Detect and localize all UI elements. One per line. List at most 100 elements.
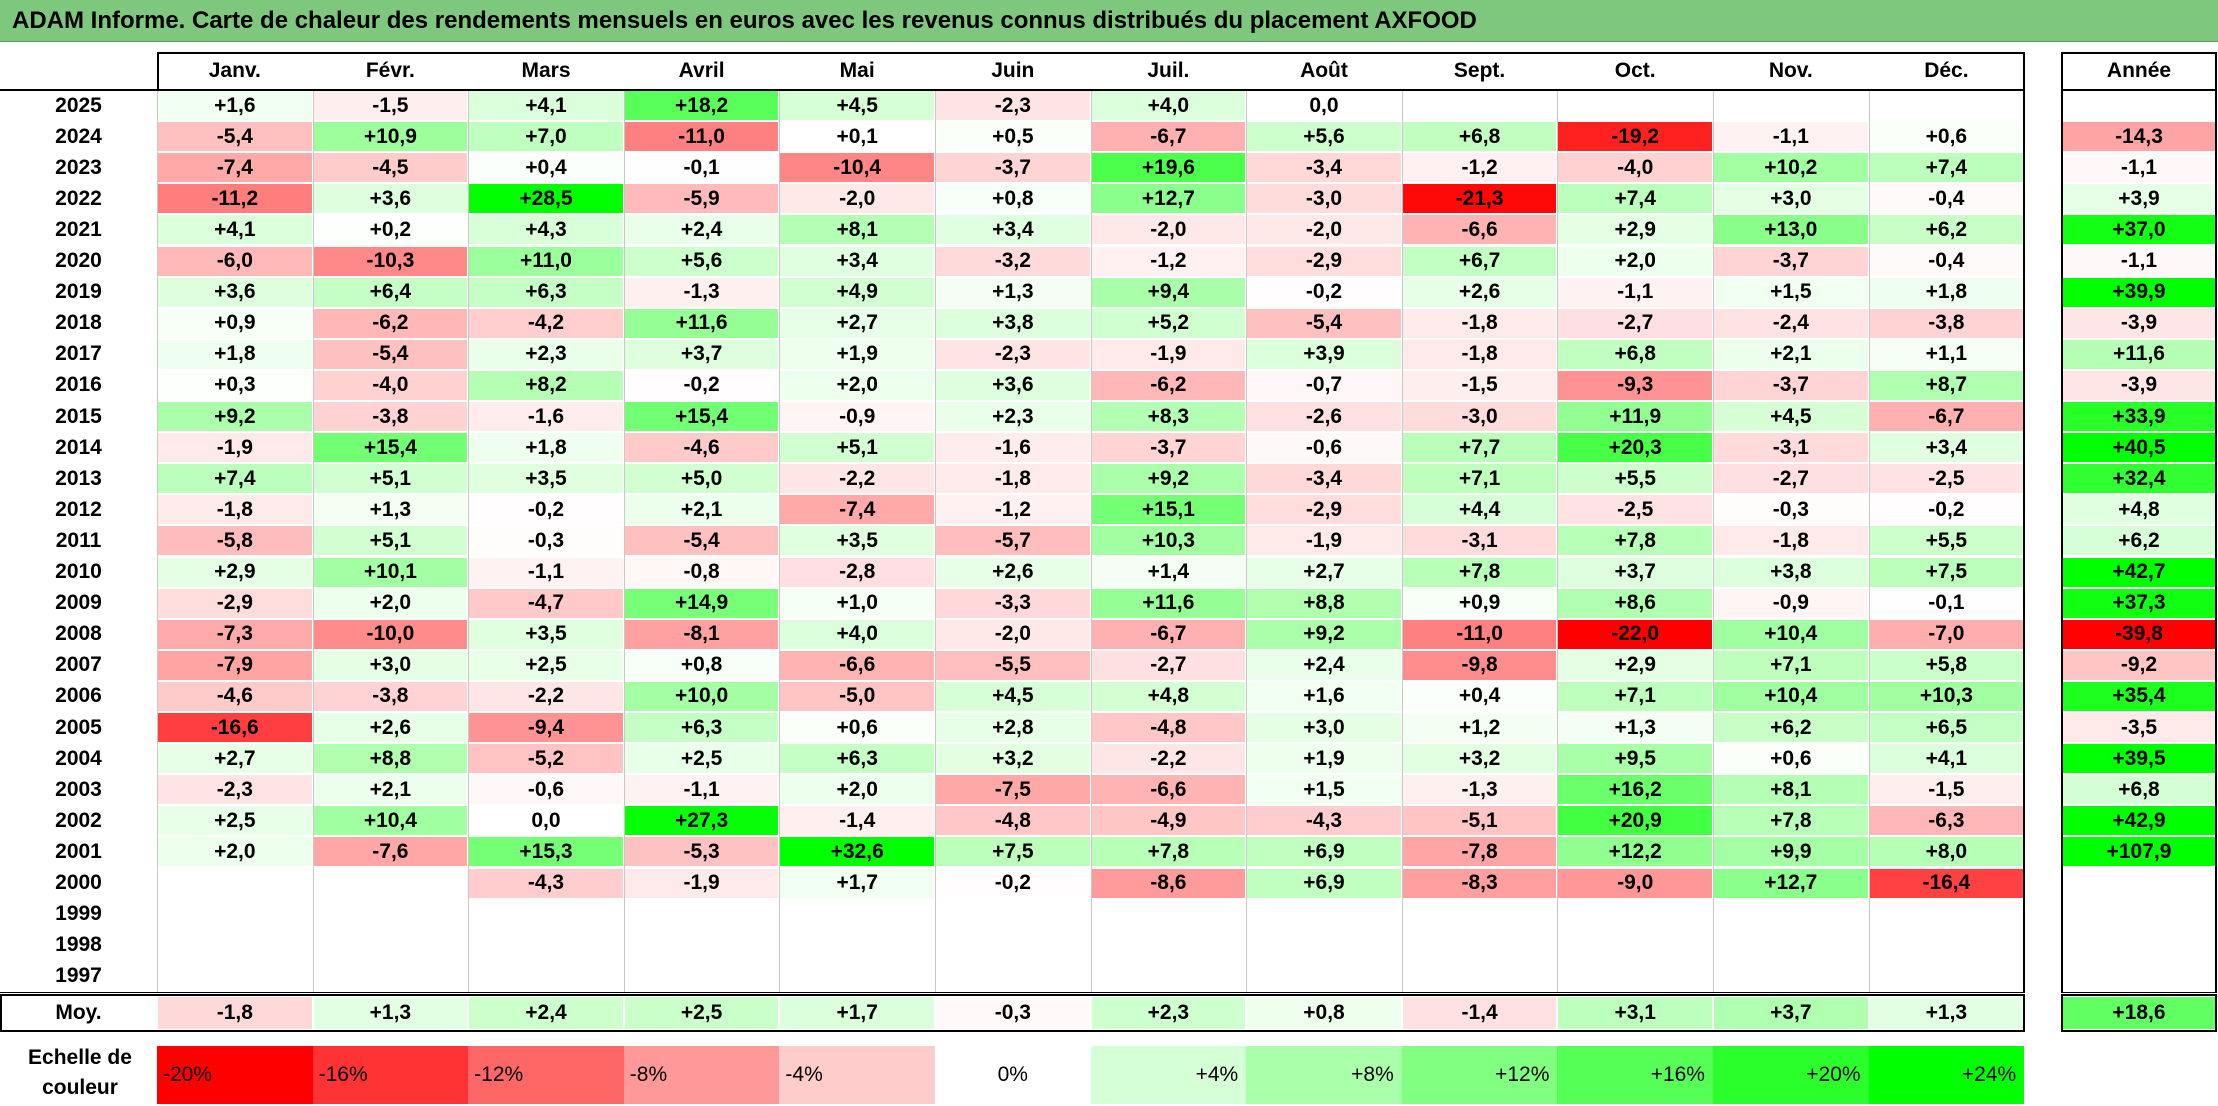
column-header: Juil. xyxy=(1147,59,1190,82)
heatmap-cell: +11,9 xyxy=(1558,402,1712,432)
heatmap-cell: +4,0 xyxy=(1091,91,1246,121)
heatmap-cell: -7,8 xyxy=(1402,837,1557,867)
average-cell: -0,3 xyxy=(936,997,1090,1029)
average-cell: +3,7 xyxy=(1714,997,1868,1029)
heatmap-cell: -1,9 xyxy=(1247,526,1401,556)
heatmap-cell: +4,1 xyxy=(158,215,312,245)
heatmap-cell: +6,4 xyxy=(313,277,468,307)
heatmap-cell: +2,8 xyxy=(936,713,1090,743)
heatmap-cell: -1,1 xyxy=(1558,277,1712,307)
heatmap-cell: -7,9 xyxy=(158,650,312,680)
row-year-label: 2020 xyxy=(55,249,102,273)
row-year-label: 2014 xyxy=(55,435,102,459)
heatmap-cell xyxy=(313,930,468,960)
average-cell: -1,4 xyxy=(1402,997,1557,1029)
heatmap-cell: +9,2 xyxy=(158,402,312,432)
heatmap-cell: +3,0 xyxy=(1247,713,1401,743)
heatmap-cell: +8,1 xyxy=(780,215,934,245)
heatmap-cell: +6,9 xyxy=(1247,868,1401,898)
annual-cell: -9,2 xyxy=(2062,650,2216,680)
average-cell: +2,4 xyxy=(469,997,623,1029)
heatmap-cell: -10,0 xyxy=(313,619,468,649)
heatmap-cell xyxy=(1714,930,1868,960)
grid-line xyxy=(2061,52,2217,54)
grid-line xyxy=(1246,90,1248,992)
heatmap-cell: +1,6 xyxy=(158,91,312,121)
heatmap-cell: -3,7 xyxy=(936,153,1090,183)
heatmap-cell xyxy=(1091,899,1246,929)
heatmap-cell: -5,5 xyxy=(936,650,1090,680)
heatmap-cell xyxy=(158,930,312,960)
color-scale-step: +24% xyxy=(1868,1046,2025,1104)
heatmap-cell xyxy=(158,868,312,898)
heatmap-cell: -2,0 xyxy=(780,184,934,214)
heatmap-cell: -2,0 xyxy=(936,619,1090,649)
heatmap-cell xyxy=(1402,930,1557,960)
heatmap-cell: +10,4 xyxy=(1714,681,1868,711)
grid-line xyxy=(1090,90,1092,992)
heatmap-cell: +0,4 xyxy=(1402,681,1557,711)
heatmap-cell xyxy=(469,930,623,960)
heatmap-cell: -2,8 xyxy=(780,557,934,587)
heatmap-cell: +3,6 xyxy=(158,277,312,307)
heatmap-cell: +1,5 xyxy=(1247,775,1401,805)
heatmap-cell: +5,5 xyxy=(1869,526,2024,556)
row-year-label: 2016 xyxy=(55,373,102,397)
average-cell: -1,8 xyxy=(158,997,312,1029)
heatmap-cell: +10,9 xyxy=(313,122,468,152)
heatmap-cell: +3,4 xyxy=(1869,433,2024,463)
heatmap-cell: -1,5 xyxy=(313,91,468,121)
annual-cell: +42,7 xyxy=(2062,557,2216,587)
heatmap-cell: +4,5 xyxy=(780,91,934,121)
heatmap-cell: +2,0 xyxy=(158,837,312,867)
heatmap-cell: +8,3 xyxy=(1091,402,1246,432)
heatmap-cell: -1,8 xyxy=(158,495,312,525)
heatmap-cell xyxy=(1558,899,1712,929)
heatmap-cell xyxy=(158,961,312,991)
color-scale-step: 0% xyxy=(935,1046,1091,1104)
heatmap-cell xyxy=(313,868,468,898)
heatmap-cell: -2,9 xyxy=(158,588,312,618)
heatmap-cell: +1,9 xyxy=(780,339,934,369)
heatmap-cell: +10,2 xyxy=(1714,153,1868,183)
heatmap-cell: +7,4 xyxy=(1869,153,2024,183)
heatmap-cell: +8,0 xyxy=(1869,837,2024,867)
row-year-label: 2024 xyxy=(55,124,102,148)
grid-line xyxy=(312,90,314,992)
row-year-label: 1999 xyxy=(55,902,102,926)
heatmap-cell: -19,2 xyxy=(1558,122,1712,152)
heatmap-cell: +3,7 xyxy=(1558,557,1712,587)
heatmap-cell: -5,4 xyxy=(158,122,312,152)
heatmap-cell xyxy=(624,961,779,991)
heatmap-cell: -11,2 xyxy=(158,184,312,214)
heatmap-cell: -3,1 xyxy=(1714,433,1868,463)
heatmap-cell: -0,4 xyxy=(1869,246,2024,276)
heatmap-cell: +2,3 xyxy=(469,339,623,369)
heatmap-cell: +7,1 xyxy=(1714,650,1868,680)
heatmap-cell: +8,1 xyxy=(1714,775,1868,805)
heatmap-cell: +5,2 xyxy=(1091,308,1246,338)
heatmap-cell: -0,2 xyxy=(624,370,779,400)
heatmap-cell: +3,2 xyxy=(1402,744,1557,774)
heatmap-cell: +6,3 xyxy=(780,744,934,774)
grid-line xyxy=(0,89,2026,91)
annual-cell xyxy=(2062,868,2216,898)
heatmap-cell: +2,6 xyxy=(936,557,1090,587)
grid-line xyxy=(2215,994,2217,1032)
heatmap-cell: -2,4 xyxy=(1714,308,1868,338)
annual-cell: -3,9 xyxy=(2062,308,2216,338)
row-year-label: 1997 xyxy=(55,964,102,988)
heatmap-cell xyxy=(313,899,468,929)
heatmap-cell: +7,4 xyxy=(1558,184,1712,214)
average-cell: +1,3 xyxy=(313,997,468,1029)
heatmap-cell: +3,0 xyxy=(313,650,468,680)
heatmap-cell: +8,8 xyxy=(313,744,468,774)
heatmap-cell: +4,9 xyxy=(780,277,934,307)
grid-line xyxy=(0,994,2026,996)
heatmap-cell: +2,5 xyxy=(158,806,312,836)
heatmap-cell: +1,5 xyxy=(1714,277,1868,307)
row-year-label: 2013 xyxy=(55,466,102,490)
heatmap-cell xyxy=(1869,930,2024,960)
heatmap-cell: -6,3 xyxy=(1869,806,2024,836)
heatmap-cell: -3,2 xyxy=(936,246,1090,276)
